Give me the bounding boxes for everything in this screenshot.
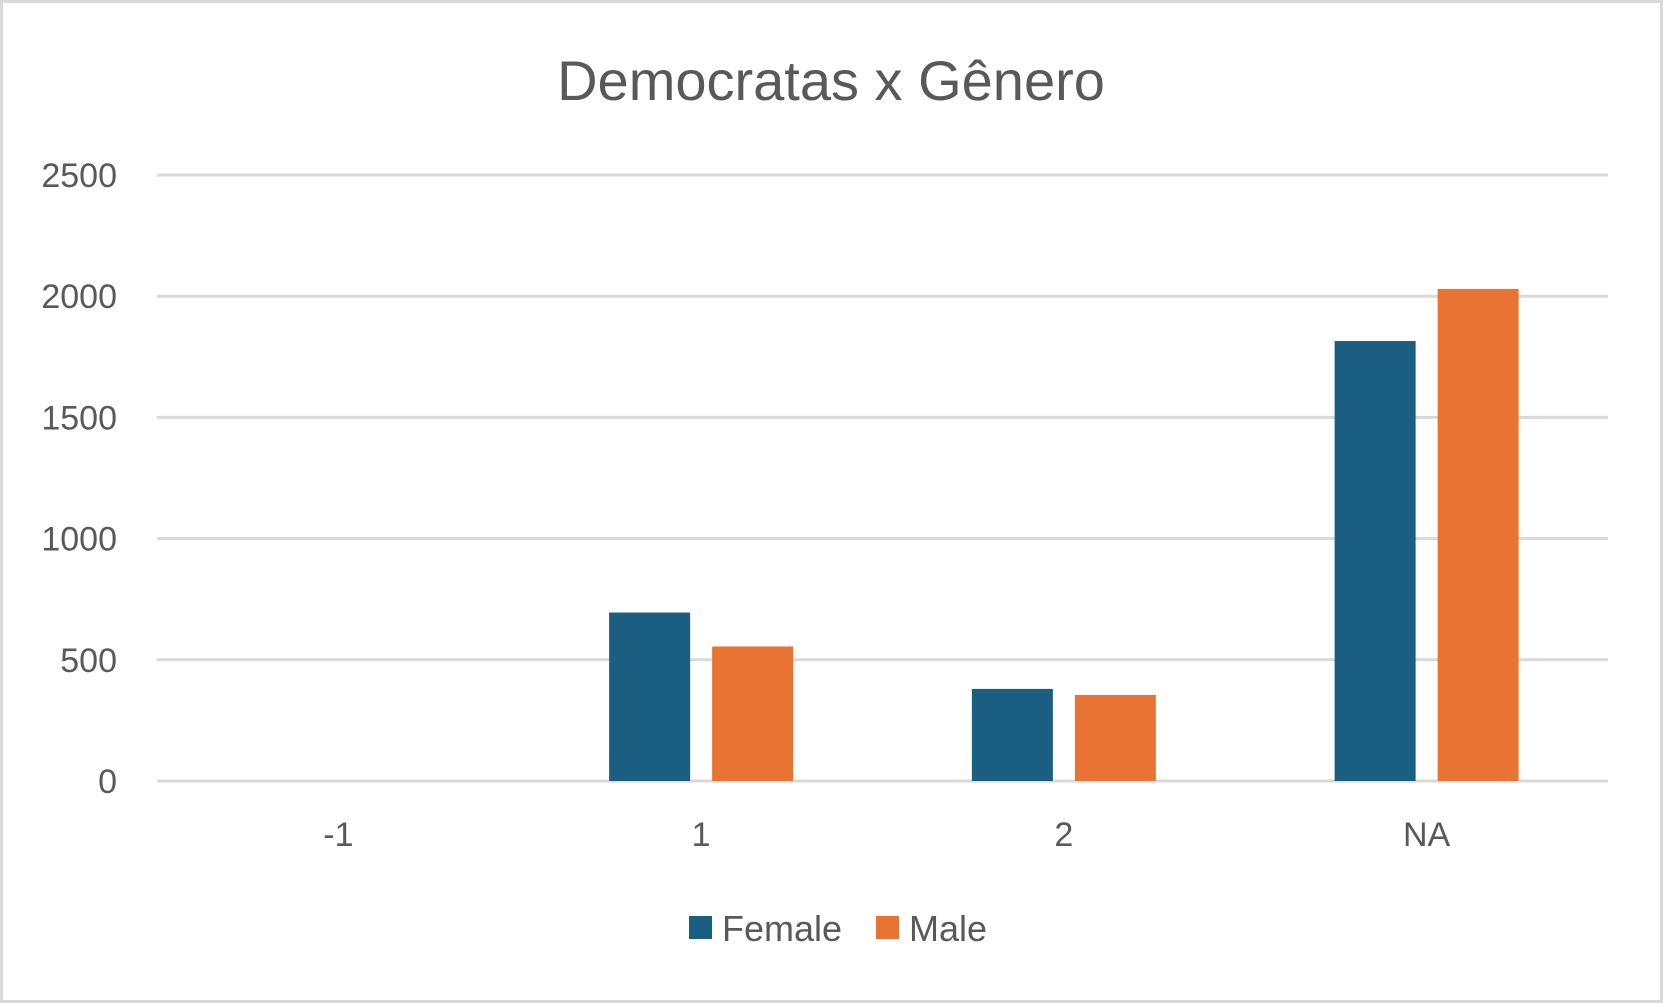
x-axis-tick-labels: -1 1 2 NA <box>323 816 1450 854</box>
x-tick-label: 1 <box>692 816 711 854</box>
bars <box>609 288 1519 781</box>
y-tick-label: 1500 <box>41 399 117 437</box>
bar-female-2 <box>971 688 1053 781</box>
y-tick-label: 0 <box>98 763 117 801</box>
y-tick-label: 1000 <box>41 521 117 559</box>
y-tick-label: 500 <box>60 642 117 680</box>
x-tick-label: NA <box>1403 816 1451 854</box>
chart-title: Democratas x Gênero <box>557 49 1105 112</box>
legend: Female Male <box>689 908 987 949</box>
legend-swatch-female <box>689 916 712 939</box>
y-tick-label: 2500 <box>41 157 117 195</box>
legend-swatch-male <box>876 916 899 939</box>
bar-female-1 <box>609 612 691 781</box>
bar-male-na <box>1437 288 1519 781</box>
bar-male-2 <box>1074 694 1156 781</box>
y-tick-label: 2000 <box>41 278 117 316</box>
y-axis-tick-labels: 0 500 1000 1500 2000 2500 <box>41 157 117 801</box>
bar-female-na <box>1334 341 1416 781</box>
x-tick-label: 2 <box>1054 816 1073 854</box>
legend-label-female: Female <box>722 908 842 949</box>
x-tick-label: -1 <box>323 816 353 854</box>
legend-label-male: Male <box>909 908 987 949</box>
bar-male-1 <box>712 646 794 781</box>
